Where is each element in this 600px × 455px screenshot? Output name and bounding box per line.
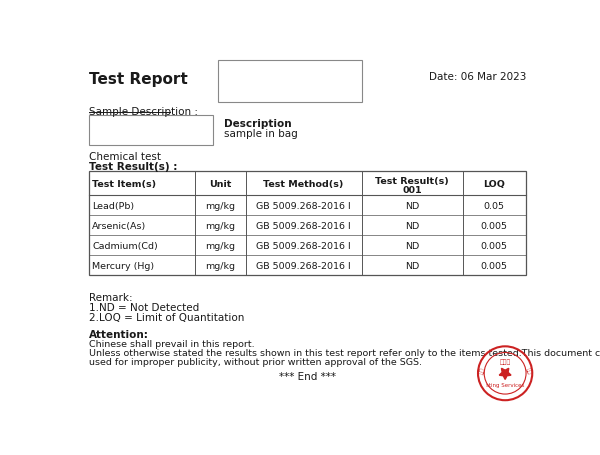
Text: mg/kg: mg/kg (205, 202, 235, 211)
Text: Arsenic(As): Arsenic(As) (92, 222, 146, 230)
Text: Sample Description :: Sample Description : (89, 107, 198, 117)
Text: Chemical test: Chemical test (89, 152, 161, 162)
Text: 上海: 上海 (478, 366, 485, 374)
Text: Lead(Pb): Lead(Pb) (92, 202, 134, 211)
Text: Test Result(s) :: Test Result(s) : (89, 162, 178, 172)
Text: Description: Description (224, 119, 292, 129)
Text: mg/kg: mg/kg (205, 261, 235, 270)
Text: mg/kg: mg/kg (205, 222, 235, 230)
Text: sting Services: sting Services (486, 382, 524, 387)
Text: sample in bag: sample in bag (224, 129, 298, 139)
Text: Remark:: Remark: (89, 293, 133, 303)
Text: Test Item(s): Test Item(s) (92, 179, 156, 188)
Text: Cadmium(Cd): Cadmium(Cd) (92, 242, 158, 250)
Text: Test Method(s): Test Method(s) (263, 179, 344, 188)
Text: GB 5009.268-2016 I: GB 5009.268-2016 I (256, 222, 351, 230)
Text: *** End ***: *** End *** (279, 371, 336, 381)
Text: 0.05: 0.05 (484, 202, 505, 211)
Text: GB 5009.268-2016 I: GB 5009.268-2016 I (256, 202, 351, 211)
Text: ND: ND (405, 202, 419, 211)
Text: GB 5009.268-2016 I: GB 5009.268-2016 I (256, 242, 351, 250)
Text: mg/kg: mg/kg (205, 242, 235, 250)
Text: Mercury (Hg): Mercury (Hg) (92, 261, 154, 270)
Text: used for improper publicity, without prior written approval of the SGS.: used for improper publicity, without pri… (89, 357, 422, 366)
Text: 2.LOQ = Limit of Quantitation: 2.LOQ = Limit of Quantitation (89, 312, 244, 322)
Text: 0.005: 0.005 (481, 222, 508, 230)
Text: Test Result(s): Test Result(s) (375, 177, 449, 186)
Text: Test Report: Test Report (89, 71, 188, 86)
Text: Attention:: Attention: (89, 329, 149, 339)
Text: Date: 06 Mar 2023: Date: 06 Mar 2023 (428, 71, 526, 81)
FancyBboxPatch shape (218, 61, 362, 103)
Text: Unless otherwise stated the results shown in this test report refer only to the : Unless otherwise stated the results show… (89, 348, 600, 357)
Polygon shape (499, 369, 511, 379)
Text: 0.005: 0.005 (481, 261, 508, 270)
Text: 1.ND = Not Detected: 1.ND = Not Detected (89, 303, 199, 313)
Text: 有限: 有限 (524, 366, 532, 374)
Text: 0.005: 0.005 (481, 242, 508, 250)
FancyBboxPatch shape (89, 172, 526, 276)
Text: 专用章: 专用章 (499, 359, 511, 364)
FancyBboxPatch shape (89, 116, 213, 145)
Text: 001: 001 (403, 186, 422, 195)
Text: ND: ND (405, 261, 419, 270)
Text: ND: ND (405, 242, 419, 250)
Text: Chinese shall prevail in this report.: Chinese shall prevail in this report. (89, 339, 254, 348)
Text: LOQ: LOQ (484, 179, 505, 188)
Text: ND: ND (405, 222, 419, 230)
Text: Unit: Unit (209, 179, 232, 188)
Text: GB 5009.268-2016 I: GB 5009.268-2016 I (256, 261, 351, 270)
